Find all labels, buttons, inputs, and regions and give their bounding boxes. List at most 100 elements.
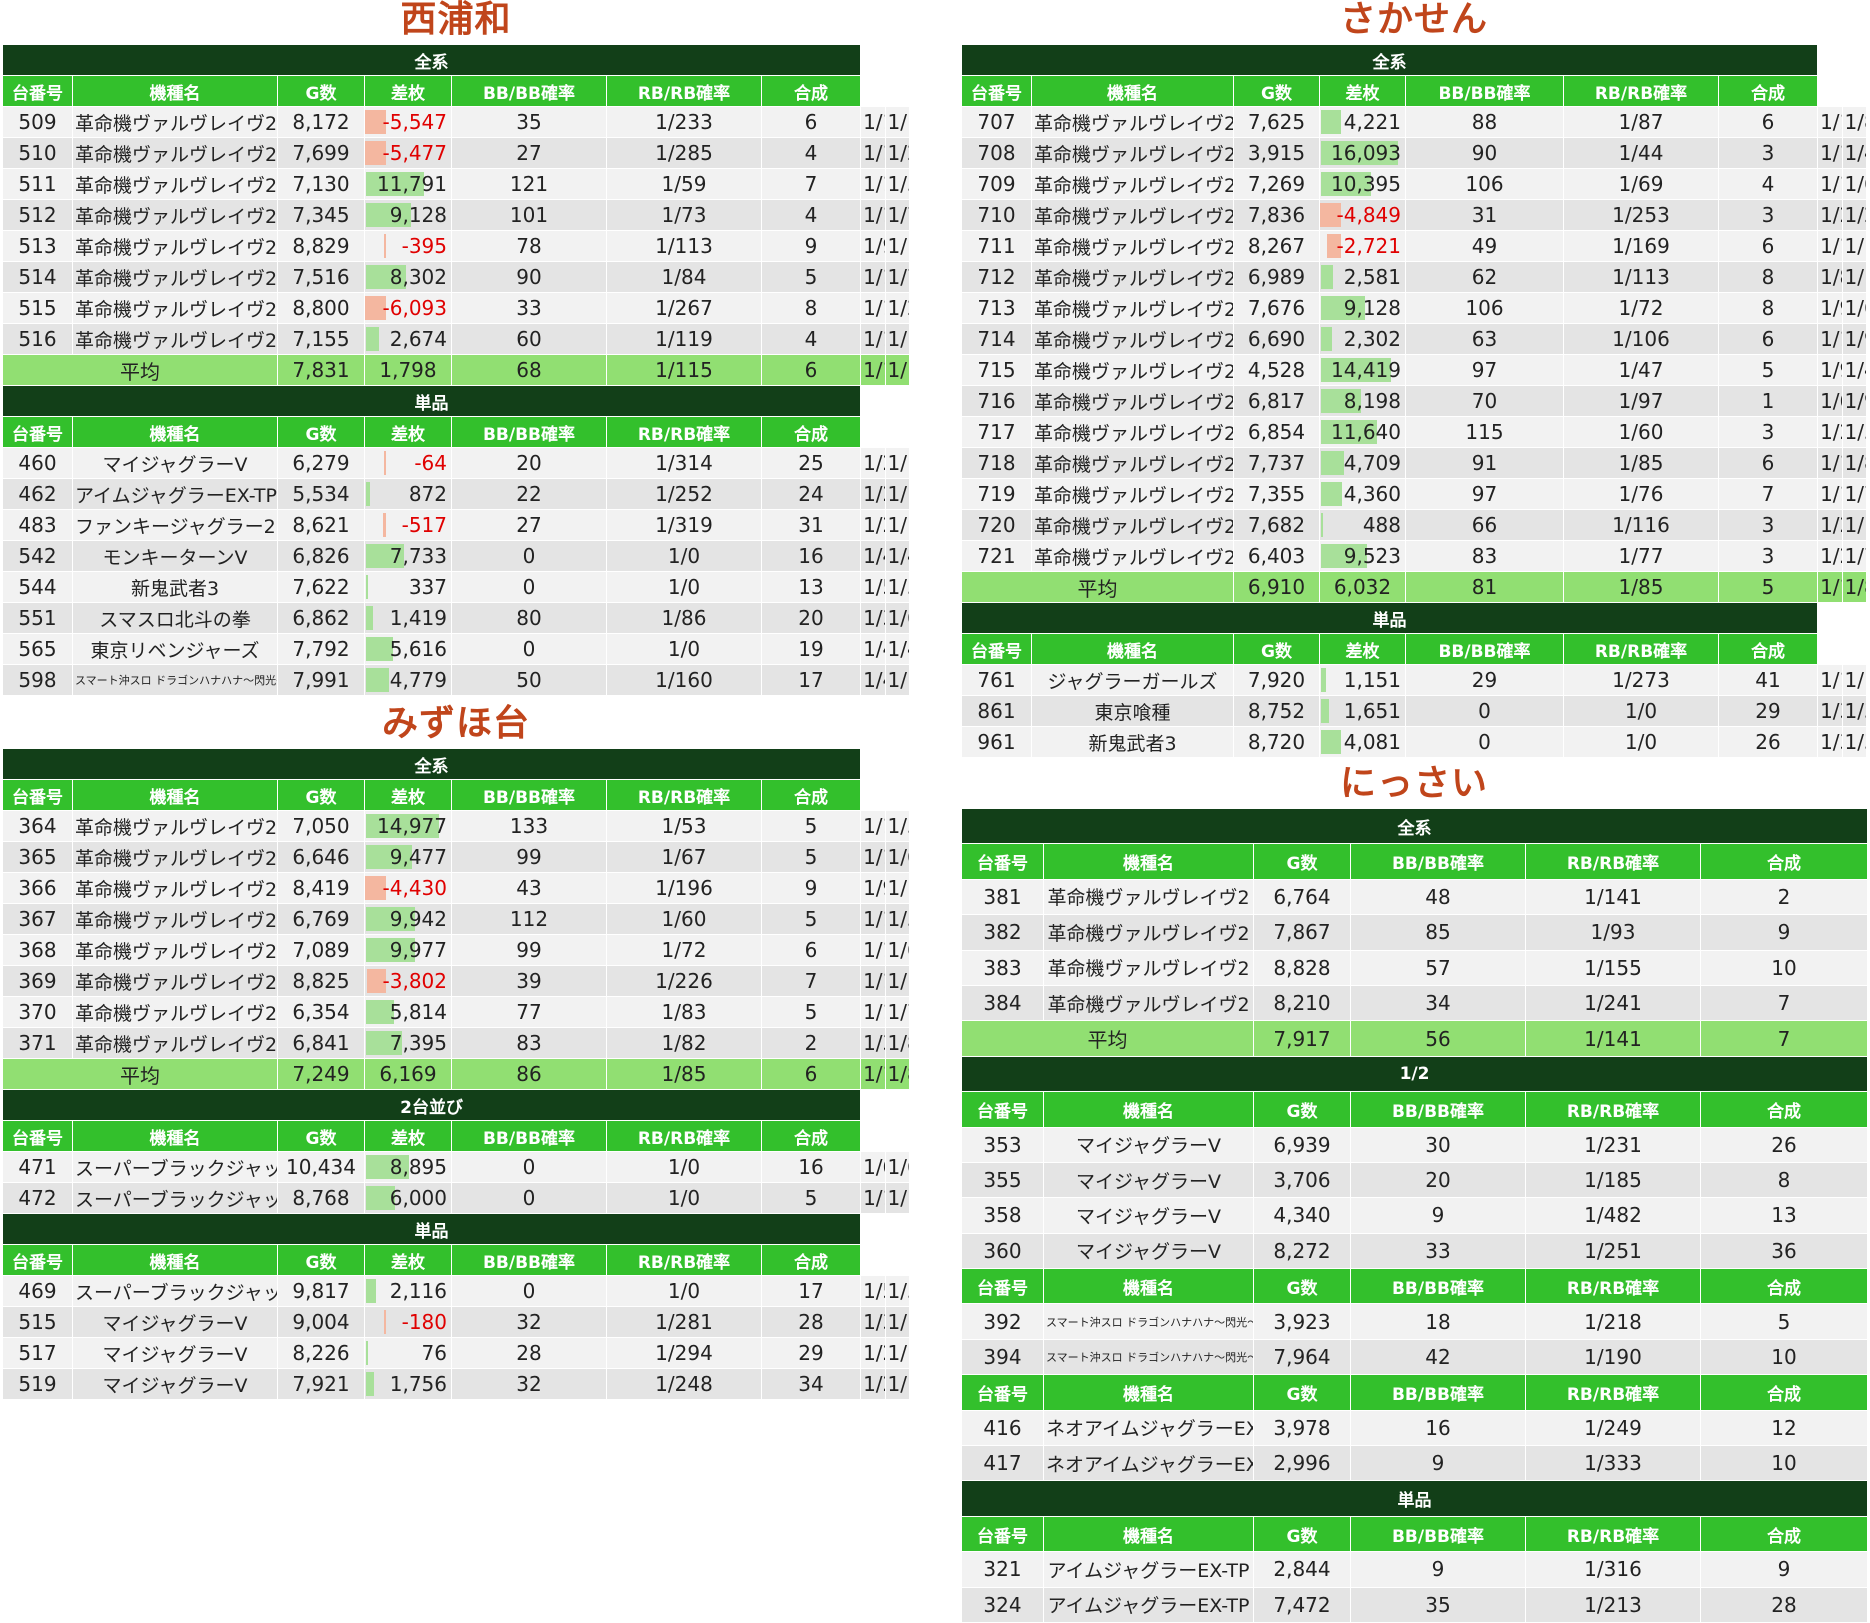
table-cell: 6,817 [1233,385,1320,417]
table-cell: 510 [2,137,73,169]
column-header: G数 [1233,633,1320,665]
column-header: 合成 [1700,1515,1868,1553]
table-cell: 1/69 [884,602,911,634]
diff-bar [365,637,394,661]
column-header: 機種名 [1043,1515,1254,1553]
section-header: 全系 [1,44,910,76]
table-cell: 1/1019 [860,168,886,200]
table-cell: 8,720 [1233,726,1320,758]
column-header: RB/RB確率 [1525,1268,1701,1305]
diff-value: 5,616 [389,637,447,661]
table-cell: 10 [1700,1445,1868,1482]
table-cell: 6,769 [277,903,365,935]
column-header: G数 [277,1244,365,1276]
column-header-row: 台番号 機種名 G数 差枚 BB/BB確率 RB/RB確率 合成 [961,633,1867,665]
table-cell: 8 [1717,292,1819,324]
table-cell: 517 [2,1337,73,1369]
table-cell: 1/251 [860,447,886,479]
table-cell: 78 [451,230,607,262]
table-cell: 7,682 [1233,509,1320,541]
table-cell: 31 [760,509,862,541]
table-cell: 6,989 [1233,261,1320,293]
table-cell: 1/119 [606,323,762,355]
table-cell: 8 [760,292,862,324]
table-cell: 7,345 [277,199,365,231]
table-cell: 1/0 [1563,726,1719,758]
store-title: にっさい [1339,763,1488,804]
table-cell: 8,226 [277,1337,365,1369]
table-cell: 1/233 [860,1368,886,1400]
table-cell: 1/935 [860,872,886,904]
column-header: BB/BB確率 [451,416,607,448]
table-cell: 1/81 [1841,106,1868,138]
diff-cell: 16,093 [1319,137,1406,169]
table-cell: 515 [2,292,73,324]
table-cell: 6,354 [277,996,365,1028]
table-cell: 1/44 [1841,354,1868,386]
table-cell: 1/190 [1525,1338,1701,1376]
table-cell: 366 [2,872,73,904]
table-cell: 5 [1700,1303,1868,1340]
machine-name: ネオアイムジャグラーEX [1043,1445,1254,1482]
table-cell: 0 [451,540,607,572]
table-cell: 1/6817 [1817,385,1843,417]
section-header: 単品 [1,1213,910,1245]
table-cell: 97 [1405,354,1564,386]
diff-cell: 4,709 [1319,447,1406,479]
table-cell: 5 [1717,354,1819,386]
machine-name: 革命機ヴァルヴレイヴ2 [1043,984,1254,1022]
table-cell: 2 [760,1027,862,1059]
average-label: 平均 [961,571,1234,603]
table-cell: 10 [1700,949,1868,986]
table-cell: 8,210 [1253,984,1351,1022]
machine-name: 革命機ヴァルヴレイヴ2 [72,965,278,997]
average-cell: 7,831 [277,354,365,386]
table-cell: 7,625 [1233,106,1320,138]
column-header: 台番号 [961,1515,1044,1553]
table-cell: 1/44 [1563,137,1719,169]
machine-name: モンキーターンV [72,540,278,572]
table-cell: 1/150 [884,1306,911,1338]
table-cell: 9,817 [277,1275,365,1307]
column-header: 機種名 [72,779,278,811]
diff-value: 1,151 [1343,668,1401,692]
machine-name: 革命機ヴァルヴレイヴ2 [1031,447,1234,479]
store-title: 西浦和 [400,0,512,40]
machine-name: スーパーブラックジャック [72,1275,278,1307]
machine-name: マイジャグラーV [1043,1197,1254,1234]
table-cell: 6 [1717,106,1819,138]
machine-name: 革命機ヴァルヴレイヴ2 [1031,416,1234,448]
table-cell: 1/72 [606,934,762,966]
column-header: RB/RB確率 [606,779,762,811]
diff-value: -4,430 [382,876,447,900]
diff-value: 2,116 [389,1279,447,1303]
table-cell: 0 [451,1151,607,1183]
table-cell: 1/76 [1563,478,1719,510]
average-cell: 7,917 [1253,1020,1351,1057]
table-cell: 5 [760,1182,862,1214]
diff-cell: 8,198 [1319,385,1406,417]
diff-bar [1320,358,1391,382]
table-cell: 5,534 [277,478,365,510]
average-cell: 6,032 [1319,571,1406,603]
column-header: 合成 [760,75,862,107]
table-cell: 6,646 [277,841,365,873]
diff-bar [365,668,390,692]
column-header: RB/RB確率 [1525,1374,1701,1411]
machine-name: アイムジャグラーEX-TP [1043,1586,1254,1623]
table-cell: 106 [1405,168,1564,200]
table-cell: 1/1051 [1817,478,1843,510]
table-cell: 1/427 [884,540,911,572]
table-cell: 3 [1717,137,1819,169]
table-cell: 1/267 [606,292,762,324]
diff-bar [1320,110,1342,134]
diff-bar [365,814,440,838]
